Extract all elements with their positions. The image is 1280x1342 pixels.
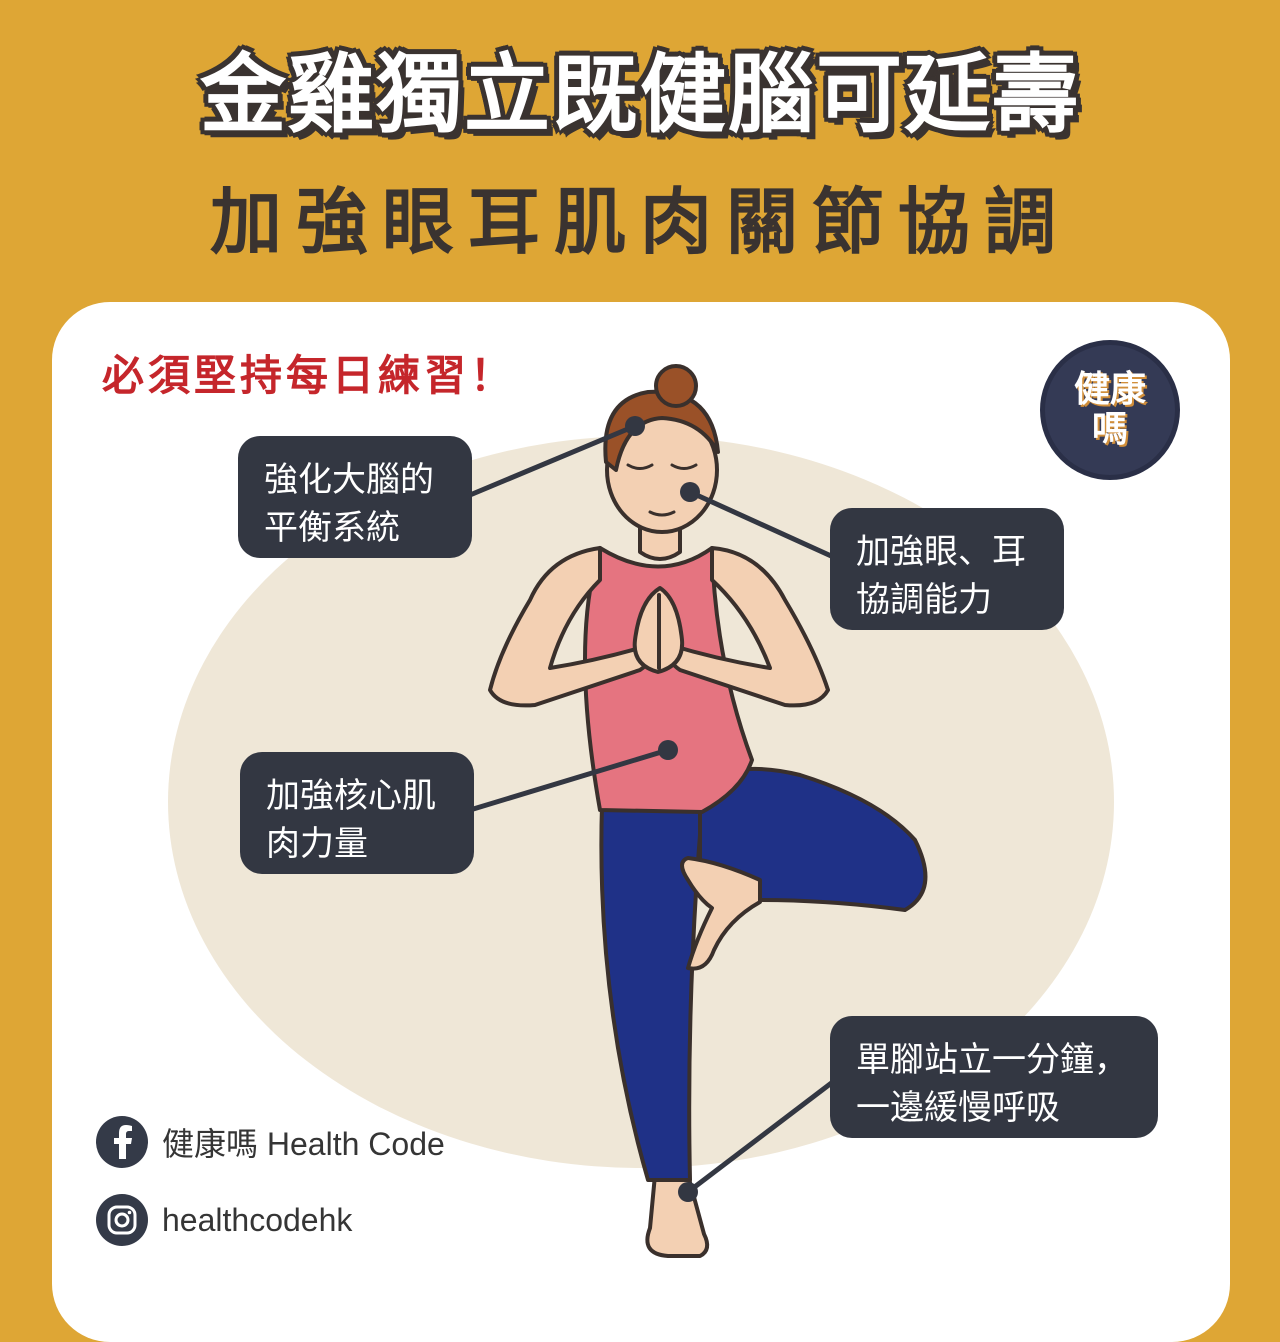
page-title: 金雞獨立既健腦可延壽 xyxy=(200,45,1080,145)
callout-core-line1: 加強核心肌 xyxy=(266,776,436,816)
instagram-icon xyxy=(96,1194,148,1246)
logo-text-line1: 健康 xyxy=(1073,369,1146,410)
callout-eye-ear-coordination: 加強眼、耳 協調能力 xyxy=(830,508,1064,630)
callout-single-leg-stand: 單腳站立一分鐘， 一邊緩慢呼吸 xyxy=(830,1016,1158,1138)
daily-practice-note: 必須堅持每日練習！ xyxy=(102,351,517,400)
callout-brain-line2: 平衡系統 xyxy=(264,508,400,548)
logo-text-line2: 嗎 xyxy=(1091,409,1128,450)
callout-eyes-line1: 加強眼、耳 xyxy=(856,532,1026,572)
callout-eyes-line2: 協調能力 xyxy=(856,580,992,620)
callout-brain-line1: 強化大腦的 xyxy=(264,460,434,500)
instagram-handle: healthcodehk xyxy=(162,1201,353,1238)
callout-stand-line1: 單腳站立一分鐘， xyxy=(856,1040,1128,1080)
instagram-link[interactable]: healthcodehk xyxy=(96,1194,352,1246)
callout-stand-line2: 一邊緩慢呼吸 xyxy=(856,1088,1060,1128)
health-code-logo: 健康 嗎 xyxy=(1040,340,1180,480)
callout-core-strength: 加強核心肌 肉力量 xyxy=(240,752,474,874)
facebook-handle: 健康嗎 Health Code xyxy=(162,1126,445,1162)
facebook-icon xyxy=(96,1116,148,1168)
page-subtitle: 加強眼耳肌肉關節協調 xyxy=(209,180,1070,264)
callout-brain-balance: 強化大腦的 平衡系統 xyxy=(238,436,472,558)
callout-core-line2: 肉力量 xyxy=(266,824,368,864)
facebook-link[interactable]: 健康嗎 Health Code xyxy=(96,1116,445,1168)
yoga-tree-pose-illustration xyxy=(469,364,928,1258)
